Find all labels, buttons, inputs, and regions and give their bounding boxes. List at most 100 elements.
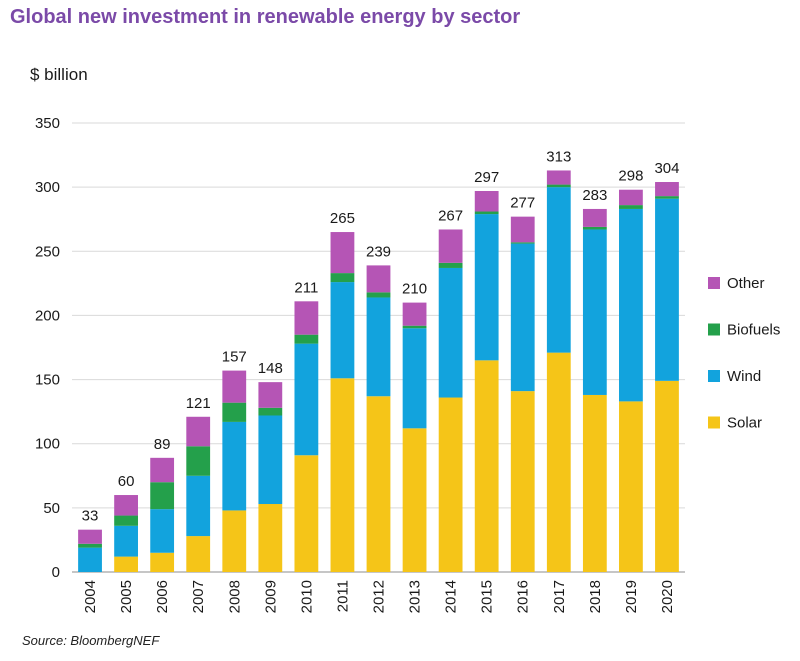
bar-segment-wind <box>619 208 643 402</box>
bar-segment-solar <box>510 391 535 572</box>
bar-segment-solar <box>222 510 247 572</box>
bar-total-label: 157 <box>222 349 247 366</box>
bar-segment-other <box>619 189 643 206</box>
x-tick-label: 2007 <box>190 580 207 613</box>
bar-segment-biofuels <box>402 325 427 329</box>
bar-segment-other <box>186 416 211 447</box>
bar-segment-wind <box>150 509 175 553</box>
bar-total-label: 210 <box>402 281 427 298</box>
y-tick-label: 200 <box>35 307 60 324</box>
chart-title: Global new investment in renewable energ… <box>10 6 521 28</box>
bar-segment-wind <box>114 525 138 557</box>
legend-label-wind: Wind <box>727 368 761 385</box>
bar-segment-wind <box>366 297 391 397</box>
bar-segment-wind <box>78 547 102 572</box>
legend-label-solar: Solar <box>727 415 762 432</box>
bar-segment-wind <box>655 198 679 381</box>
bar-segment-biofuels <box>510 242 535 244</box>
bar-total-label: 148 <box>258 360 283 377</box>
bar-total-label: 121 <box>186 395 211 412</box>
bar-segment-wind <box>330 282 355 379</box>
bar-segment-solar <box>546 352 571 572</box>
y-tick-label: 150 <box>35 372 60 389</box>
bar-segment-other <box>474 190 499 212</box>
bar-segment-solar <box>258 504 283 572</box>
x-tick-label: 2020 <box>659 580 676 613</box>
bar-segment-biofuels <box>186 446 211 476</box>
bar-total-label: 304 <box>654 160 679 177</box>
bar-segment-other <box>78 529 102 544</box>
bar-segment-other <box>402 302 427 326</box>
legend-label-biofuels: Biofuels <box>727 322 780 339</box>
bar-segment-wind <box>438 267 463 398</box>
bar-segment-wind <box>294 343 319 456</box>
x-tick-label: 2013 <box>407 580 424 613</box>
bar-segment-biofuels <box>546 184 571 188</box>
bar-segment-solar <box>294 455 319 572</box>
legend-label-other: Other <box>727 275 765 292</box>
bar-segment-wind <box>222 421 247 511</box>
bar-total-label: 283 <box>582 187 607 204</box>
bar-segment-biofuels <box>150 482 175 510</box>
bar-segment-wind <box>258 415 283 505</box>
bar-segment-wind <box>186 475 211 537</box>
x-tick-label: 2012 <box>371 580 388 613</box>
x-tick-label: 2017 <box>551 580 568 613</box>
y-tick-label: 250 <box>35 243 60 260</box>
source-note: Source: BloombergNEF <box>22 633 160 648</box>
legend-swatch-solar <box>708 416 720 429</box>
bar-segment-biofuels <box>330 273 355 283</box>
bar-segment-solar <box>619 401 643 572</box>
bar-segment-other <box>114 495 138 516</box>
bar-segment-solar <box>438 397 463 572</box>
x-tick-label: 2005 <box>118 580 135 613</box>
bar-segment-other <box>510 216 535 243</box>
bar-segment-solar <box>150 552 175 572</box>
bar-segment-solar <box>330 378 355 572</box>
x-tick-label: 2010 <box>298 580 315 613</box>
y-tick-label: 0 <box>52 564 60 581</box>
y-tick-label: 50 <box>43 500 60 517</box>
bar-total-label: 33 <box>82 508 99 525</box>
bar-segment-solar <box>474 360 499 572</box>
bar-segment-biofuels <box>78 543 102 548</box>
bar-total-label: 89 <box>154 436 171 453</box>
bar-segment-wind <box>546 187 571 353</box>
bar-segment-biofuels <box>222 402 247 422</box>
bar-segment-wind <box>582 229 607 395</box>
bar-total-label: 60 <box>118 473 135 490</box>
bar-segment-solar <box>186 536 211 572</box>
bar-segment-wind <box>510 243 535 392</box>
bar-segment-other <box>294 301 319 335</box>
bar-segment-solar <box>582 394 607 572</box>
bar-segment-wind <box>402 328 427 429</box>
bar-total-label: 297 <box>474 169 499 186</box>
bar-total-label: 211 <box>294 279 318 296</box>
bar-segment-biofuels <box>438 262 463 268</box>
y-tick-label: 300 <box>35 179 60 196</box>
legend-swatch-other <box>708 277 720 289</box>
bar-total-label: 239 <box>366 243 391 260</box>
bar-segment-biofuels <box>258 407 283 416</box>
x-tick-label: 2016 <box>515 580 532 613</box>
bar-segment-other <box>655 182 679 197</box>
y-tick-label: 100 <box>35 436 60 453</box>
bar-total-label: 298 <box>618 168 643 185</box>
bar-segment-other <box>438 229 463 263</box>
bar-total-label: 267 <box>438 207 463 224</box>
x-tick-label: 2019 <box>623 580 640 613</box>
x-tick-label: 2015 <box>479 580 496 613</box>
bar-segment-other <box>546 170 571 185</box>
bar-segment-other <box>258 382 283 408</box>
bar-segment-other <box>222 370 247 403</box>
bar-segment-solar <box>655 380 679 572</box>
bar-segment-other <box>582 208 607 227</box>
y-tick-label: 350 <box>35 115 60 132</box>
bar-segment-biofuels <box>366 292 391 298</box>
legend-swatch-biofuels <box>708 323 720 336</box>
x-tick-label: 2014 <box>443 580 460 613</box>
bar-segment-other <box>150 457 175 483</box>
bar-segment-biofuels <box>474 211 499 215</box>
bar-total-label: 277 <box>510 195 535 212</box>
bar-segment-solar <box>402 428 427 572</box>
